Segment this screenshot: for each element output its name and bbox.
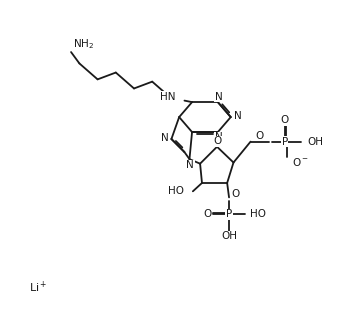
Text: O: O <box>213 137 221 146</box>
Text: O: O <box>281 115 289 125</box>
Text: O$^-$: O$^-$ <box>292 156 309 168</box>
Text: NH$_2$: NH$_2$ <box>73 38 94 51</box>
Text: P: P <box>282 137 288 147</box>
Text: N: N <box>234 111 241 121</box>
Text: O: O <box>231 190 239 199</box>
Text: HO: HO <box>168 186 184 196</box>
Text: OH: OH <box>307 137 323 147</box>
Text: N: N <box>215 92 222 102</box>
Text: OH: OH <box>221 231 237 241</box>
Text: N: N <box>215 132 222 142</box>
Text: Li$^+$: Li$^+$ <box>29 280 48 295</box>
Text: N: N <box>161 133 168 143</box>
Text: P: P <box>226 209 232 219</box>
Text: O: O <box>256 131 264 141</box>
Text: HO: HO <box>250 209 266 219</box>
Text: N: N <box>186 160 194 170</box>
Text: HN: HN <box>160 92 175 102</box>
Text: O: O <box>204 209 212 219</box>
